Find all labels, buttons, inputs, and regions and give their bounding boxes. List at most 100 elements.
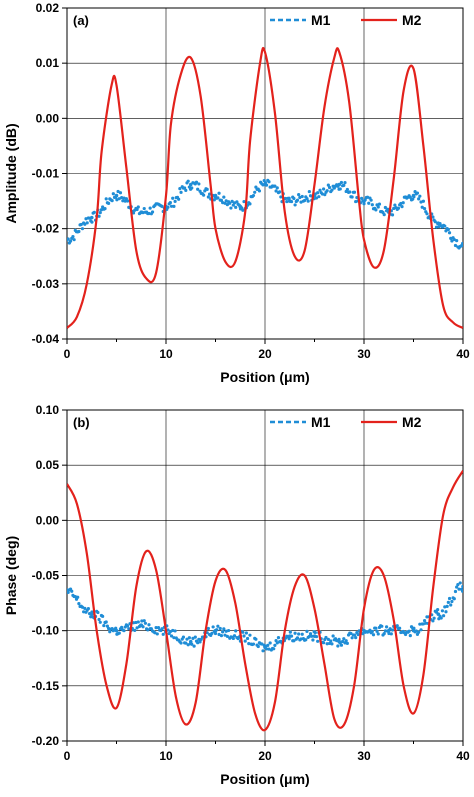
scatter-dot (137, 620, 140, 623)
scatter-dot (305, 630, 308, 633)
scatter-dot (314, 631, 317, 634)
y-tick-label: 0.10 (36, 403, 60, 417)
scatter-dot (307, 200, 310, 203)
scatter-dot (202, 194, 205, 197)
scatter-dot (385, 625, 388, 628)
scatter-dot (234, 629, 237, 632)
scatter-dot (177, 198, 180, 201)
data-point (288, 199, 292, 203)
y-axis-label: Amplitude (dB) (3, 123, 19, 223)
data-point (461, 585, 465, 589)
scatter-dot (147, 623, 150, 626)
scatter-dot (448, 597, 451, 600)
scatter-dot (293, 203, 296, 206)
scatter-dot (244, 639, 247, 642)
scatter-dot (378, 202, 381, 205)
x-tick-label: 30 (357, 749, 371, 763)
data-point (362, 629, 366, 633)
scatter-dot (423, 207, 426, 210)
scatter-dot (351, 636, 354, 639)
x-tick-label: 10 (159, 749, 173, 763)
scatter-dot (316, 191, 319, 194)
scatter-dot (346, 188, 349, 191)
scatter-dot (220, 634, 223, 637)
scatter-dot (87, 607, 90, 610)
y-tick-label: -0.10 (32, 624, 60, 638)
data-point (214, 629, 218, 633)
scatter-dot (461, 590, 464, 593)
scatter-dot (137, 205, 140, 208)
data-point (263, 183, 267, 187)
scatter-dot (380, 625, 383, 628)
scatter-dot (308, 190, 311, 193)
scatter-dot (246, 637, 249, 640)
data-point (65, 590, 69, 594)
scatter-dot (371, 203, 374, 206)
scatter-dot (149, 207, 152, 210)
data-point (263, 645, 267, 649)
scatter-dot (111, 199, 114, 202)
data-point (412, 629, 416, 633)
scatter-dot (217, 192, 220, 195)
data-point (436, 221, 440, 225)
x-tick-label: 30 (357, 347, 371, 361)
scatter-dot (316, 640, 319, 643)
y-tick-label: -0.20 (32, 734, 60, 748)
scatter-dot (182, 635, 185, 638)
scatter-dot (276, 186, 279, 189)
scatter-dot (419, 628, 422, 631)
scatter-dot (317, 195, 320, 198)
scatter-dot (301, 633, 304, 636)
scatter-dot (119, 191, 122, 194)
scatter-dot (418, 195, 421, 198)
scatter-dot (229, 206, 232, 209)
scatter-dot (400, 205, 403, 208)
data-point (115, 194, 119, 198)
scatter-dot (292, 197, 295, 200)
scatter-dot (169, 201, 172, 204)
scatter-dot (254, 638, 257, 641)
scatter-dot (377, 205, 380, 208)
legend-label-m2: M2 (402, 414, 422, 430)
scatter-dot (266, 644, 269, 647)
data-point (362, 199, 366, 203)
scatter-dot (122, 629, 125, 632)
data-point (412, 194, 416, 198)
scatter-dot (371, 630, 374, 633)
scatter-dot (436, 608, 439, 611)
scatter-dot (447, 601, 450, 604)
scatter-dot (296, 199, 299, 202)
scatter-dot (133, 629, 136, 632)
x-tick-label: 0 (64, 749, 71, 763)
scatter-dot (222, 196, 225, 199)
scatter-dot (417, 197, 420, 200)
x-tick-label: 0 (64, 347, 71, 361)
y-tick-label: 0.02 (36, 1, 60, 15)
data-point (461, 243, 465, 247)
scatter-dot (329, 639, 332, 642)
scatter-dot (105, 620, 108, 623)
y-axis-label: Phase (deg) (3, 536, 19, 615)
scatter-dot (248, 634, 251, 637)
scatter-dot (90, 220, 93, 223)
scatter-dot (101, 615, 104, 618)
scatter-dot (151, 210, 154, 213)
x-tick-label: 40 (456, 749, 470, 763)
scatter-dot (398, 627, 401, 630)
scatter-dot (179, 191, 182, 194)
y-tick-label: -0.15 (32, 679, 60, 693)
scatter-dot (440, 616, 443, 619)
scatter-dot (76, 596, 79, 599)
scatter-dot (245, 631, 248, 634)
y-tick-label: -0.02 (32, 222, 60, 236)
scatter-dot (374, 208, 377, 211)
scatter-dot (448, 231, 451, 234)
scatter-dot (219, 627, 222, 630)
scatter-dot (73, 238, 76, 241)
scatter-dot (383, 632, 386, 635)
x-tick-label: 20 (258, 749, 272, 763)
scatter-dot (353, 191, 356, 194)
scatter-dot (99, 211, 102, 214)
